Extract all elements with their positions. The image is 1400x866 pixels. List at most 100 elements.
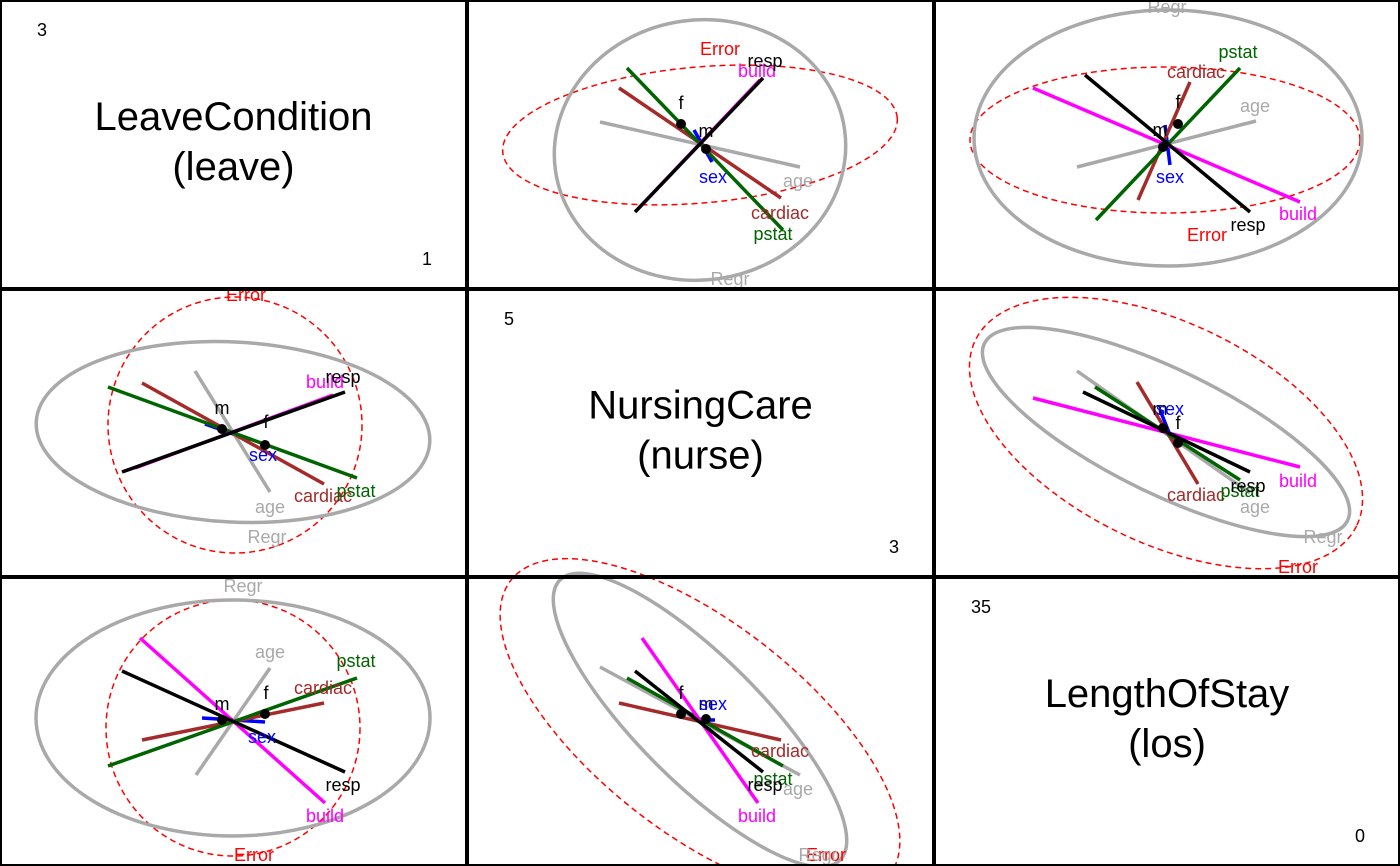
level-point bbox=[260, 709, 270, 719]
ellipse bbox=[551, 571, 849, 866]
range-max: 35 bbox=[971, 597, 991, 617]
panel-border bbox=[467, 289, 934, 577]
ellipse bbox=[501, 64, 899, 206]
term-label: cardiac bbox=[1167, 62, 1225, 82]
level-label: f bbox=[1175, 92, 1181, 112]
variable-abbrev: (leave) bbox=[172, 145, 294, 189]
range-max: 5 bbox=[504, 309, 514, 329]
term-label: sex bbox=[1156, 167, 1184, 187]
term-label: sex bbox=[699, 167, 727, 187]
term-label: sex bbox=[1156, 399, 1184, 419]
level-point bbox=[1158, 423, 1168, 433]
ellipse-label: Error bbox=[700, 39, 740, 59]
term-label: age bbox=[255, 642, 285, 662]
level-label: m bbox=[1153, 399, 1168, 419]
level-point bbox=[701, 714, 711, 724]
level-point bbox=[260, 440, 270, 450]
term-label: age bbox=[1240, 497, 1270, 517]
term-label: age bbox=[783, 171, 813, 191]
ellipse-label: Error bbox=[806, 845, 846, 865]
ellipse bbox=[972, 8, 1364, 268]
level-label: m bbox=[699, 694, 714, 714]
level-point bbox=[676, 119, 686, 129]
term-label: cardiac bbox=[294, 678, 352, 698]
term-label: resp bbox=[1230, 215, 1265, 235]
term-label: age bbox=[255, 497, 285, 517]
term-label: pstat bbox=[753, 224, 792, 244]
level-label: f bbox=[263, 683, 269, 703]
term-label: sex bbox=[249, 445, 277, 465]
level-point bbox=[1158, 142, 1168, 152]
ellipse-label: Regr bbox=[223, 576, 262, 596]
panel-border bbox=[934, 577, 1400, 866]
term-label: resp bbox=[747, 775, 782, 795]
panel-border bbox=[934, 0, 1400, 289]
term-label: age bbox=[1240, 96, 1270, 116]
level-point bbox=[217, 715, 227, 725]
term-label: sex bbox=[248, 727, 276, 747]
term-label: build bbox=[306, 806, 344, 826]
term-line bbox=[633, 669, 765, 774]
term-label: pstat bbox=[336, 651, 375, 671]
ellipse bbox=[980, 325, 1352, 539]
range-min: 1 bbox=[422, 249, 432, 269]
level-label: m bbox=[699, 121, 714, 141]
panel-border bbox=[0, 0, 467, 289]
term-label: resp bbox=[325, 367, 360, 387]
term-line bbox=[121, 669, 346, 774]
term-label: build bbox=[306, 372, 344, 392]
term-label: cardiac bbox=[1167, 485, 1225, 505]
term-line bbox=[633, 76, 765, 214]
level-label: f bbox=[263, 412, 269, 432]
term-label: resp bbox=[325, 775, 360, 795]
level-label: m bbox=[215, 398, 230, 418]
term-label: build bbox=[1279, 204, 1317, 224]
term-line bbox=[121, 390, 346, 474]
term-label: resp bbox=[747, 51, 782, 71]
ellipse-label: Regr bbox=[247, 527, 286, 547]
level-label: f bbox=[1175, 413, 1181, 433]
term-line bbox=[1082, 390, 1251, 474]
term-label: pstat bbox=[336, 481, 375, 501]
term-label: age bbox=[783, 779, 813, 799]
level-label: m bbox=[215, 694, 230, 714]
range-min: 3 bbox=[889, 537, 899, 557]
panel-border bbox=[934, 289, 1400, 577]
term-label: cardiac bbox=[294, 486, 352, 506]
variable-name: NursingCare bbox=[588, 384, 813, 428]
ellipse-label: Error bbox=[1187, 225, 1227, 245]
ellipse-label: Regr bbox=[1147, 0, 1186, 17]
range-min: 0 bbox=[1355, 826, 1365, 846]
term-line bbox=[1083, 73, 1252, 214]
term-label: pstat bbox=[753, 769, 792, 789]
term-label: resp bbox=[1230, 476, 1265, 496]
ellipse bbox=[34, 339, 432, 525]
term-label: build bbox=[738, 806, 776, 826]
ellipse-label: Regr bbox=[1303, 527, 1342, 547]
ellipse bbox=[968, 296, 1364, 570]
level-point bbox=[1173, 438, 1183, 448]
range-max: 3 bbox=[37, 20, 47, 40]
level-point bbox=[217, 424, 227, 434]
ellipse bbox=[969, 66, 1361, 214]
level-label: f bbox=[678, 683, 684, 703]
ellipse-label: Regr bbox=[710, 269, 749, 289]
level-label: m bbox=[1153, 120, 1168, 140]
term-label: cardiac bbox=[751, 741, 809, 761]
panel-border bbox=[467, 577, 934, 866]
ellipse-label: Error bbox=[234, 845, 274, 865]
level-point bbox=[701, 144, 711, 154]
variable-abbrev: (nurse) bbox=[637, 434, 764, 478]
ellipse bbox=[107, 296, 363, 554]
variable-name: LeaveCondition bbox=[95, 95, 373, 139]
variable-name: LengthOfStay bbox=[1045, 672, 1290, 716]
level-point bbox=[1173, 119, 1183, 129]
term-label: pstat bbox=[1218, 42, 1257, 62]
panel-border bbox=[0, 289, 467, 577]
level-point bbox=[676, 709, 686, 719]
term-label: build bbox=[738, 61, 776, 81]
ellipse-label: Regr bbox=[798, 845, 837, 865]
term-label: cardiac bbox=[751, 203, 809, 223]
